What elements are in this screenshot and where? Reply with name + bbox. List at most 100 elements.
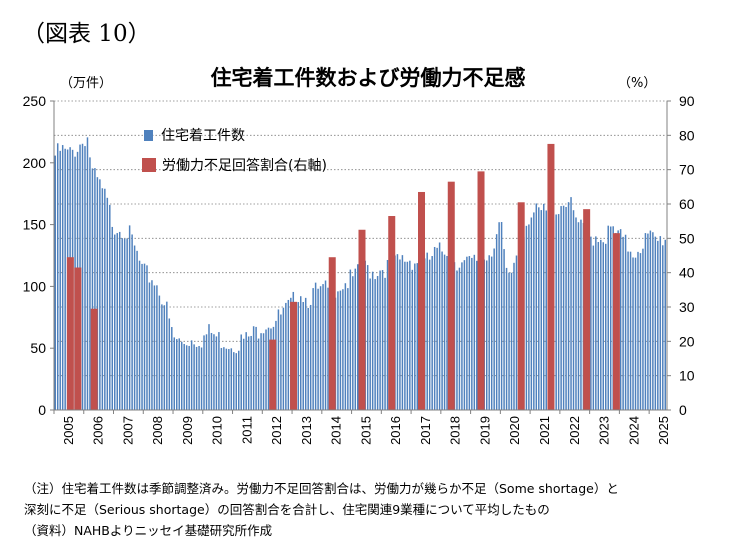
housing-bar	[324, 280, 327, 410]
housing-bar	[416, 263, 419, 410]
housing-bar	[572, 210, 575, 410]
housing-bar	[106, 197, 109, 410]
housing-bar	[458, 267, 461, 410]
housing-bar	[297, 302, 300, 410]
x-tick-label: 2007	[120, 416, 135, 445]
housing-bar	[409, 260, 411, 410]
housing-bar	[235, 353, 238, 410]
labor-shortage-bar	[477, 171, 485, 410]
housing-bar	[302, 302, 304, 410]
housing-bar	[575, 217, 577, 410]
labor-shortage-bar	[517, 202, 525, 410]
x-tick-label: 2014	[329, 416, 344, 445]
housing-bar	[471, 257, 473, 410]
housing-bar	[624, 234, 627, 410]
x-tick-label: 2020	[507, 416, 522, 445]
axis-layer: 0 50 100 150 200 250 0 10 20 30 40 50 60 70 80 90 2005 20…	[23, 93, 695, 445]
housing-bar	[54, 155, 56, 410]
labor-shortage-bar	[290, 301, 298, 410]
housing-bar	[463, 260, 466, 410]
housing-bar	[386, 259, 389, 410]
housing-bar	[309, 304, 312, 410]
housing-bar	[500, 222, 503, 410]
housing-bar	[495, 234, 498, 410]
housing-bar	[485, 260, 488, 410]
housing-bar	[210, 332, 213, 410]
housing-bar	[433, 246, 436, 410]
housing-bar	[141, 263, 143, 410]
housing-bar	[151, 280, 153, 410]
housing-bar	[619, 229, 622, 410]
housing-bar	[148, 282, 151, 410]
y-right-tick-label: 70	[679, 162, 695, 178]
housing-bar	[319, 286, 322, 410]
housing-bar	[173, 337, 176, 410]
housing-bar	[505, 267, 508, 410]
chart-title: 住宅着工件数および労働力不足感	[210, 66, 526, 90]
housing-bar	[664, 239, 667, 410]
labor-shortage-bar	[74, 267, 82, 410]
x-tick-label: 2016	[388, 416, 403, 445]
housing-bar	[277, 309, 280, 410]
housing-bar	[632, 257, 634, 410]
labor-shortage-bar	[358, 229, 366, 410]
y-right-tick-label: 90	[679, 93, 695, 109]
x-tick-label: 2008	[150, 416, 165, 445]
labor-shortage-series	[66, 143, 620, 410]
x-tick-label: 2015	[358, 416, 373, 445]
housing-bar	[352, 276, 354, 410]
housing-bar	[414, 263, 416, 410]
housing-bar	[109, 204, 111, 410]
housing-bar	[228, 349, 230, 410]
labor-shortage-bar	[447, 181, 455, 410]
housing-bar	[456, 270, 458, 410]
housing-bar	[659, 236, 662, 410]
housing-bar	[545, 210, 547, 410]
housing-bar	[220, 347, 223, 410]
housing-bar	[510, 272, 513, 410]
figure-label: （図表 10）	[22, 21, 151, 47]
labor-shortage-bar	[547, 143, 555, 410]
housing-bar	[198, 345, 200, 410]
housing-bar	[562, 205, 565, 410]
housing-bar	[466, 256, 468, 410]
housing-bar	[639, 253, 642, 410]
housing-bar	[131, 234, 133, 410]
housing-bar	[280, 314, 282, 410]
housing-bar	[96, 177, 99, 410]
housing-bar	[592, 245, 595, 410]
y-left-tick-label: 100	[23, 278, 47, 294]
housing-bar	[354, 268, 357, 410]
housing-bar	[357, 264, 359, 410]
housing-bar	[242, 338, 245, 410]
y-right-tick-label: 0	[679, 402, 687, 418]
x-tick-label: 2013	[299, 416, 314, 445]
legend: 住宅着工件数 労働力不足回答割合(右軸)	[142, 120, 327, 180]
housing-bar	[342, 289, 344, 410]
x-tick-label: 2011	[239, 416, 254, 444]
x-tick-label: 2018	[448, 416, 463, 445]
housing-bar	[644, 233, 647, 410]
housing-bar	[490, 256, 493, 410]
housing-bar	[396, 254, 399, 410]
housing-bar	[627, 251, 629, 410]
housing-bar	[607, 225, 609, 410]
x-tick-label: 2023	[597, 416, 612, 445]
housing-bar	[260, 333, 262, 410]
housing-bar	[168, 318, 171, 410]
housing-bar	[446, 255, 448, 410]
housing-bar	[282, 307, 285, 410]
housing-bar	[515, 255, 518, 410]
housing-bar	[223, 347, 225, 410]
housing-bar	[381, 270, 384, 410]
housing-bar	[208, 324, 210, 410]
housing-bar	[64, 148, 66, 411]
x-tick-label: 2024	[626, 416, 641, 445]
housing-bar	[171, 327, 173, 410]
y-right-tick-label: 40	[679, 265, 695, 281]
housing-bar	[441, 251, 443, 410]
housing-bar	[406, 261, 409, 410]
labor-shortage-bar	[328, 257, 336, 410]
housing-bar	[56, 143, 59, 411]
housing-bar	[230, 348, 233, 410]
